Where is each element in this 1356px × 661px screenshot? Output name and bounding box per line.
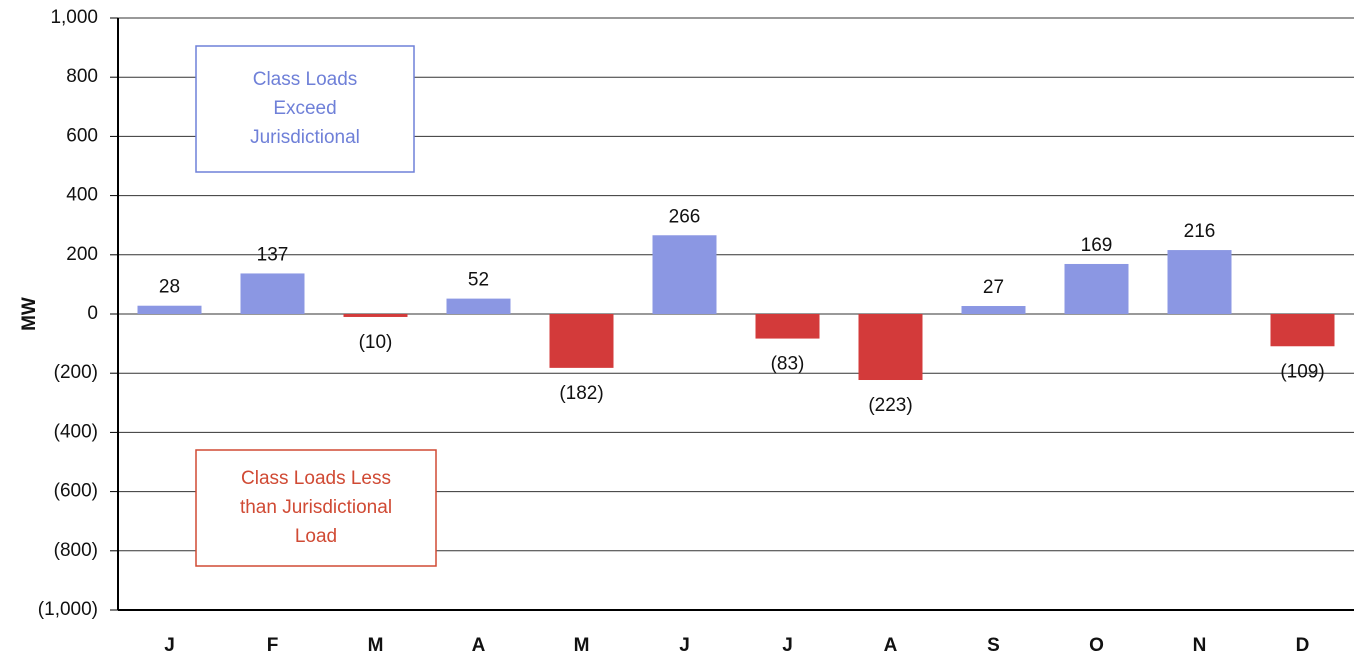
y-tick-label: (1,000): [38, 599, 98, 620]
bar: [652, 235, 717, 314]
annotation-text: Class Loads: [253, 69, 358, 90]
annotation-box: [195, 449, 437, 567]
data-label: (10): [359, 332, 393, 353]
y-tick-label: 200: [66, 244, 98, 265]
annotation-box: [195, 45, 415, 173]
data-label: 27: [983, 277, 1004, 298]
y-tick-label: 0: [87, 303, 98, 324]
bar: [755, 314, 820, 339]
y-tick-label: (200): [54, 362, 98, 383]
y-tick-label: 1,000: [50, 7, 98, 28]
bar: [1064, 263, 1129, 314]
y-tick-label: (400): [54, 421, 98, 442]
bar: [137, 305, 202, 314]
y-tick-label: 800: [66, 66, 98, 87]
data-label: 28: [159, 277, 180, 298]
y-tick-label: (800): [54, 540, 98, 561]
bar: [343, 314, 408, 317]
bar: [446, 298, 511, 314]
annotation-text: Load: [295, 526, 337, 547]
bar: [1167, 250, 1232, 314]
x-tick-label: F: [267, 635, 279, 656]
data-label: 52: [468, 270, 489, 291]
y-tick-label: 600: [66, 125, 98, 146]
x-tick-label: S: [987, 635, 1000, 656]
bar: [240, 273, 305, 314]
x-tick-label: A: [472, 635, 486, 656]
annotation-text: Class Loads Less: [241, 468, 391, 489]
x-tick-label: D: [1296, 635, 1310, 656]
data-label: (109): [1280, 361, 1324, 382]
annotation-text: Jurisdictional: [250, 127, 360, 148]
bar: [961, 306, 1026, 314]
data-label: 169: [1081, 235, 1113, 256]
x-tick-label: N: [1193, 635, 1207, 656]
data-label: 216: [1184, 221, 1216, 242]
y-tick-label: 400: [66, 185, 98, 206]
bar: [549, 314, 614, 368]
x-tick-label: A: [884, 635, 898, 656]
x-tick-label: M: [574, 635, 590, 656]
y-tick-label: (600): [54, 481, 98, 502]
annotation-text: than Jurisdictional: [240, 497, 392, 518]
data-label: 266: [669, 206, 701, 227]
bar: [1270, 314, 1335, 347]
x-tick-label: J: [782, 635, 793, 656]
x-tick-label: J: [164, 635, 175, 656]
x-tick-label: J: [679, 635, 690, 656]
data-label: 137: [257, 244, 289, 265]
x-tick-label: M: [368, 635, 384, 656]
bar: [858, 314, 923, 381]
data-label: (223): [868, 395, 912, 416]
annotation-text: Exceed: [273, 98, 336, 119]
y-axis-label: MW: [19, 297, 40, 331]
x-tick-label: O: [1089, 635, 1104, 656]
data-label: (83): [771, 354, 805, 375]
data-label: (182): [559, 383, 603, 404]
